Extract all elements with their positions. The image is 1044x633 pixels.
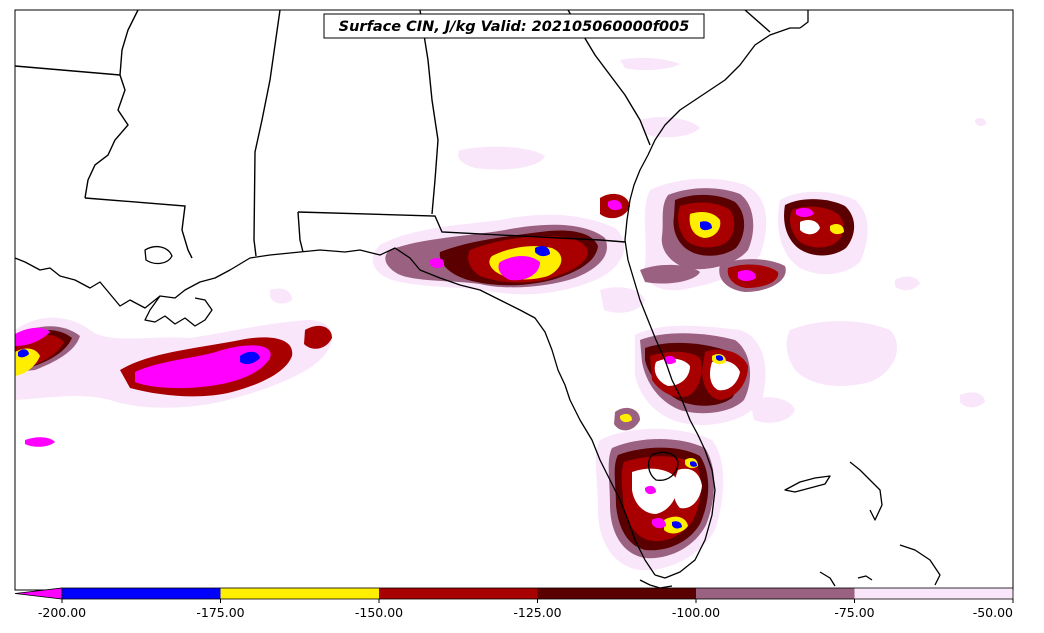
colorbar-tick-label: -75.00 (834, 605, 874, 620)
cin-fill-magenta (652, 518, 666, 529)
cin-fill-magenta (664, 355, 676, 365)
cin-fill-white-hole (654, 358, 690, 386)
cin-fill-magenta-2 (15, 327, 50, 346)
colorbar-tick-label: -50.00 (973, 605, 1013, 620)
colorbar-tick-label: -100.00 (672, 605, 720, 620)
cin-fill-blue (716, 355, 724, 361)
louisiana-lakes (144, 245, 173, 265)
cin-fill-patch (786, 321, 898, 386)
cin-fill-blue-2 (18, 349, 29, 358)
cin-fill-patch (640, 117, 700, 138)
colorbar-tick-label: -150.00 (355, 605, 403, 620)
bahamas-andros (899, 544, 941, 586)
panhandle-band (372, 193, 630, 295)
cin-fill-patch (620, 57, 680, 71)
coastline-florida-east (624, 27, 800, 579)
coastline-mississippi-delta (144, 295, 213, 327)
atlantic-coast-carolina (799, 10, 809, 29)
cin-fill-patch (750, 397, 795, 423)
cin-fill-blue (672, 521, 682, 529)
cin-fill-magenta-2 (645, 485, 656, 495)
cin-fill-patch (270, 288, 292, 304)
cin-fill-white-hole-2 (710, 360, 740, 391)
cin-fill-yellow-2 (620, 413, 632, 423)
coastlines (14, 10, 941, 589)
colorbar-segment (379, 588, 538, 599)
gulf-band-west (15, 317, 333, 447)
bahamas-small (819, 571, 836, 587)
colorbar-tick-label: -175.00 (196, 605, 244, 620)
map-background (15, 10, 1013, 590)
title-background (323, 13, 705, 39)
cin-fill-patch (94, 342, 126, 364)
map-panel (14, 9, 1014, 591)
cin-fill-mauve-2 (640, 264, 700, 284)
cin-fill-magenta (796, 207, 814, 217)
border-louisiana-mississippi (84, 197, 193, 259)
cin-contour-fills (15, 57, 986, 571)
cin-fill-magenta-small (25, 437, 55, 447)
cin-fill-magenta-3 (738, 270, 756, 281)
cin-fill-patch (960, 392, 985, 408)
cin-fill-magenta (498, 256, 540, 281)
coastline-gulf-north (14, 247, 656, 576)
cin-fill-patch (895, 276, 920, 291)
colorbar-segment (854, 588, 1013, 599)
atlantic-north-blobs (640, 178, 868, 292)
colorbar-segment (62, 588, 221, 599)
colorbar: -200.00 -175.00 -150.00 -125.00 -100.00 -75.0… (14, 587, 1014, 620)
colorbar-tick-label: -125.00 (513, 605, 561, 620)
cin-fill-magenta (135, 345, 271, 389)
bahamas-grand (784, 475, 831, 493)
cin-fill-blue-2 (690, 461, 697, 467)
south-florida-blobs (595, 428, 724, 571)
bahamas-abaco (849, 461, 883, 521)
border-mississippi-river (84, 74, 129, 199)
cin-fill-red-small (304, 325, 332, 349)
central-florida-blobs (614, 325, 766, 431)
florida-keys (639, 579, 673, 589)
cin-fill-blue (700, 221, 712, 231)
light-patches (94, 57, 986, 423)
border-south-carolina-north (744, 9, 771, 33)
border-arkansas-louisiana (14, 65, 121, 76)
cin-fill-yellow-2 (830, 224, 844, 235)
cin-fill-blue (535, 246, 550, 257)
cin-fill-magenta-2 (430, 258, 445, 269)
border-alabama-florida (297, 211, 626, 243)
title-box: Surface CIN, J/kg Valid: 202105060000f00… (323, 13, 705, 39)
bahamas-small-2 (857, 575, 873, 581)
colorbar-tick-label: -200.00 (38, 605, 86, 620)
cin-fill-patch (600, 287, 645, 313)
colorbar-segment (537, 588, 696, 599)
border-tennessee (119, 9, 139, 76)
map-title: Surface CIN, J/kg Valid: 202105060000f00… (339, 19, 690, 35)
cin-fill-patch (975, 117, 986, 127)
border-alabama-coastal (297, 211, 304, 253)
border-mississippi-alabama (253, 9, 281, 257)
colorbar-segment (696, 588, 855, 599)
cin-fill-white-hole (800, 220, 820, 235)
cin-fill-magenta-3 (608, 200, 622, 211)
lake-okeechobee (647, 451, 679, 481)
cin-fill-white-hole-2 (673, 468, 702, 509)
border-alabama-georgia (419, 9, 439, 215)
cin-fill-patch (458, 146, 545, 170)
colorbar-segment (220, 588, 379, 599)
cin-fill-blue (240, 351, 260, 365)
